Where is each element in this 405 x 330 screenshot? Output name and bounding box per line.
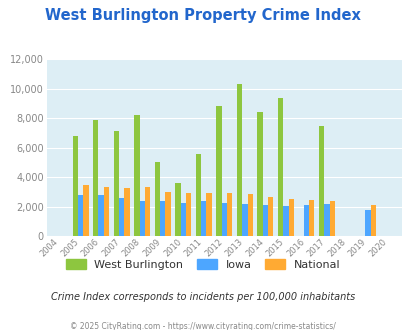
Bar xyxy=(78,195,83,236)
Bar xyxy=(283,206,288,236)
Bar xyxy=(329,201,334,236)
Bar xyxy=(324,204,329,236)
Bar xyxy=(119,198,124,236)
Text: Crime Index corresponds to incidents per 100,000 inhabitants: Crime Index corresponds to incidents per… xyxy=(51,292,354,302)
Text: © 2025 CityRating.com - https://www.cityrating.com/crime-statistics/: © 2025 CityRating.com - https://www.city… xyxy=(70,322,335,330)
Bar xyxy=(288,199,293,236)
Bar xyxy=(262,205,267,236)
Bar xyxy=(277,98,283,236)
Bar xyxy=(165,192,170,236)
Bar xyxy=(206,192,211,236)
Bar xyxy=(308,200,314,236)
Bar xyxy=(104,187,109,236)
Bar xyxy=(72,136,78,236)
Bar xyxy=(318,126,324,236)
Bar xyxy=(113,131,119,236)
Bar xyxy=(185,192,191,236)
Bar xyxy=(236,84,242,236)
Bar xyxy=(160,201,165,236)
Bar xyxy=(83,185,88,236)
Text: West Burlington Property Crime Index: West Burlington Property Crime Index xyxy=(45,8,360,23)
Bar xyxy=(200,201,206,236)
Bar xyxy=(145,187,150,236)
Bar xyxy=(98,195,104,236)
Bar xyxy=(139,201,145,236)
Bar xyxy=(93,120,98,236)
Bar xyxy=(124,188,129,236)
Bar xyxy=(257,112,262,236)
Bar xyxy=(364,210,370,236)
Bar xyxy=(154,162,160,236)
Bar xyxy=(134,115,139,236)
Bar xyxy=(216,107,221,236)
Bar xyxy=(175,183,180,236)
Bar xyxy=(303,205,308,236)
Bar xyxy=(195,153,200,236)
Bar xyxy=(267,197,273,236)
Bar xyxy=(370,205,375,236)
Bar xyxy=(226,192,232,236)
Bar xyxy=(180,203,185,236)
Bar xyxy=(221,203,226,236)
Bar xyxy=(242,204,247,236)
Legend: West Burlington, Iowa, National: West Burlington, Iowa, National xyxy=(65,259,340,270)
Bar xyxy=(247,194,252,236)
